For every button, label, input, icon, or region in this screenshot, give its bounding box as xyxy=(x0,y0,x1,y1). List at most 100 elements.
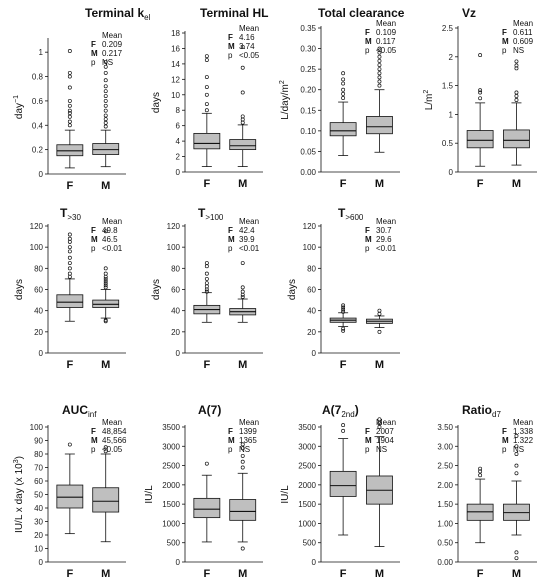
outlier-point xyxy=(103,266,108,271)
stats-row-label: F xyxy=(228,427,233,436)
stats-row-label: F xyxy=(365,427,370,436)
outlier-point xyxy=(377,329,382,334)
y-tick-label: 2 xyxy=(176,153,181,162)
y-tick-label: 6 xyxy=(176,122,181,131)
y-tick-label: 120 xyxy=(167,222,181,231)
stats-row-label: p xyxy=(228,244,233,253)
iqr-box xyxy=(92,487,120,513)
outlier-point xyxy=(341,326,346,331)
stats-row-value: 42.4 xyxy=(239,226,255,235)
y-tick-label: 90 xyxy=(34,437,43,446)
outlier-point xyxy=(377,50,382,55)
outlier-point xyxy=(240,117,245,122)
y-axis-label-superscript: 2 xyxy=(279,80,286,84)
y-tick-label: 0.15 xyxy=(300,106,316,115)
y-axis-label-suffix: ) xyxy=(14,456,25,459)
box-f xyxy=(466,466,494,544)
stats-row-value: <0.01 xyxy=(102,244,123,253)
stats-row-label: M xyxy=(228,235,235,244)
y-tick-label: 100 xyxy=(303,243,317,252)
y-tick-label: 20 xyxy=(171,328,180,337)
y-tick-label: 40 xyxy=(34,504,43,513)
outlier-point xyxy=(341,71,346,76)
outlier-point xyxy=(103,59,108,64)
y-axis-label: days xyxy=(287,279,298,300)
stats-row-value: NS xyxy=(239,445,250,454)
chart-title: A(7) xyxy=(198,403,221,417)
iqr-box xyxy=(329,470,357,497)
stats-row-value: 0.109 xyxy=(376,28,397,37)
y-axis-label-text: IU/L xyxy=(144,485,155,504)
box-f xyxy=(193,54,221,167)
outlier-point xyxy=(514,550,519,555)
outlier-point xyxy=(377,79,382,84)
y-tick-label: 18 xyxy=(171,29,180,38)
outlier-point xyxy=(240,546,245,551)
y-tick-label: 2500 xyxy=(162,462,180,471)
outlier-point xyxy=(341,95,346,100)
y-tick-label: 2.50 xyxy=(437,462,453,471)
y-axis-label: days xyxy=(151,279,162,300)
y-tick-label: 0.50 xyxy=(437,539,453,548)
y-tick-label: 1000 xyxy=(298,519,316,528)
y-axis-label-superscript: 2 xyxy=(423,90,430,94)
iqr-box xyxy=(503,129,530,149)
outlier-point xyxy=(240,294,245,299)
y-tick-label: 0 xyxy=(39,349,44,358)
outlier-point xyxy=(67,236,72,241)
outlier-point xyxy=(103,276,108,281)
y-tick-label: 0.5 xyxy=(442,139,454,148)
y-tick-label: 1000 xyxy=(162,519,180,528)
outlier-point xyxy=(103,89,108,94)
outlier-point xyxy=(478,90,483,95)
outlier-point xyxy=(204,54,209,59)
stats-row-label: p xyxy=(502,46,507,55)
y-tick-label: 60 xyxy=(171,286,180,295)
outlier-point xyxy=(103,271,108,276)
outlier-point xyxy=(67,74,72,79)
box-f xyxy=(466,53,494,167)
y-axis-label-text: days xyxy=(151,92,162,113)
stats-row-label: F xyxy=(91,427,96,436)
outlier-point xyxy=(377,58,382,63)
chart-panel: Total clearance 0.00 0.05 0.10 0.15 0.20 0.25 0… xyxy=(279,6,405,190)
y-tick-label: 50 xyxy=(34,491,43,500)
outlier-point xyxy=(341,309,346,314)
y-tick-label: 0.20 xyxy=(300,86,316,95)
outlier-point xyxy=(514,463,519,468)
y-tick-label: 40 xyxy=(171,307,180,316)
box-f xyxy=(193,461,221,543)
box-m xyxy=(229,44,257,167)
y-tick-label: 20 xyxy=(34,328,43,337)
stats-row-value: 49.8 xyxy=(102,226,118,235)
outlier-point xyxy=(514,471,519,476)
y-tick-label: 2500 xyxy=(298,462,316,471)
outlier-point xyxy=(67,119,72,124)
chart-title: T>600 xyxy=(338,206,364,222)
category-label: M xyxy=(512,568,521,580)
y-tick-label: 0.25 xyxy=(300,65,316,74)
stats-row-value: 1.322 xyxy=(513,436,534,445)
y-axis-label-superscript: −1 xyxy=(13,95,20,103)
outlier-point xyxy=(514,452,519,456)
outlier-point xyxy=(514,556,519,561)
y-tick-label: 40 xyxy=(34,307,43,316)
stats-row-value: <0.05 xyxy=(239,51,260,60)
stats-row-value: <0.05 xyxy=(376,46,397,55)
outlier-point xyxy=(478,96,483,101)
outlier-point xyxy=(103,103,108,108)
outlier-point xyxy=(204,276,209,281)
iqr-box xyxy=(56,484,84,509)
chart-panel: AUCinf 0 10 20 30 40 50 60 70 80 90 100 IU/L x day (… xyxy=(13,403,127,580)
y-tick-label: 0 xyxy=(39,170,44,179)
y-tick-label: 0 xyxy=(39,558,44,567)
outlier-point xyxy=(103,274,108,279)
stats-row-label: M xyxy=(502,436,509,445)
y-tick-label: 80 xyxy=(171,264,180,273)
outlier-point xyxy=(204,85,209,90)
chart-title-suffix: ) xyxy=(355,403,359,417)
outlier-point xyxy=(478,53,483,58)
y-tick-label: 1.5 xyxy=(442,82,454,91)
chart-title-text: Terminal k xyxy=(85,6,144,20)
stats-row-label: M xyxy=(228,42,235,51)
